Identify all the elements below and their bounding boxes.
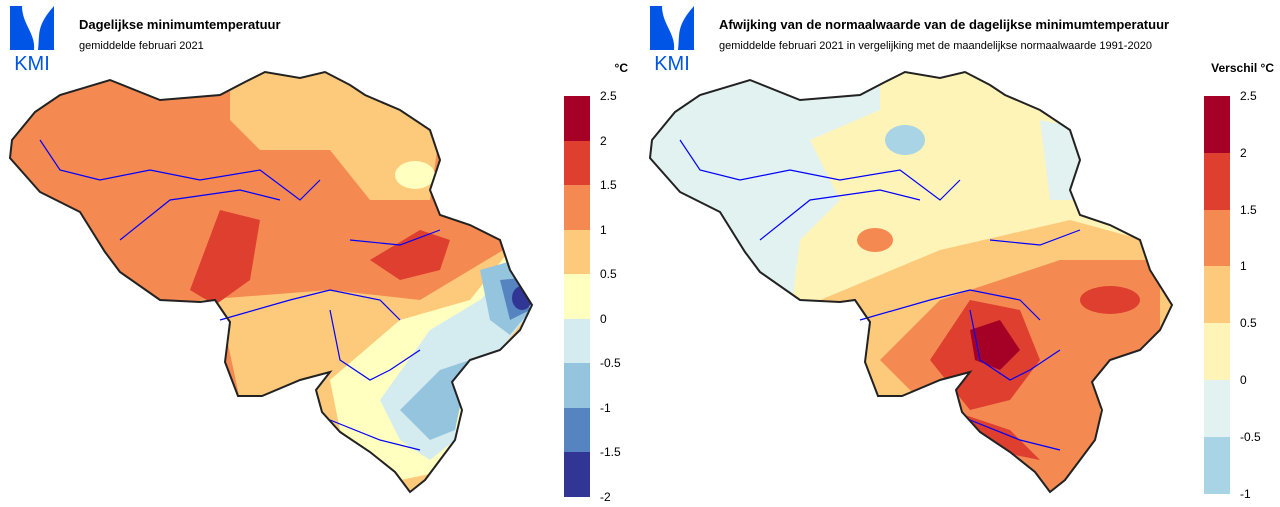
map-subtitle: gemiddelde februari 2021 in vergelijking… [719,40,1152,52]
legend-label: -2 [600,489,611,504]
legend-label: -1 [1240,486,1251,501]
legend-label: 2.5 [600,89,617,103]
legend-swatch [564,363,590,408]
anomaly-map [649,71,1173,493]
kmi-logo: KMI [10,6,54,72]
legend-swatch [564,185,590,230]
legend-label: -0.5 [600,356,621,370]
legend-label: 2 [1240,145,1247,160]
legend-label: 0 [600,311,607,326]
legend-label: 2 [600,133,607,148]
right-map-panel: KMI Afwijking van de normaalwaarde van d… [640,0,1280,507]
legend-label: 0.5 [1240,316,1257,331]
legend-label: -1 [600,400,611,415]
kmi-logo: KMI [650,6,694,72]
color-legend: 2.5 2 1.5 1 0.5 0 -0.5 -1 -1.5 -2 [564,89,621,504]
legend-label: 0 [1240,373,1247,387]
legend-swatch [1204,323,1230,380]
legend-swatch [1204,436,1230,494]
legend-swatch [564,229,590,274]
temperature-map [9,71,533,493]
svg-text:KMI: KMI [14,53,50,72]
map-title: Afwijking van de normaalwaarde van de da… [719,17,1170,32]
svg-text:KMI: KMI [654,53,690,72]
legend-label: 0.5 [600,267,617,281]
left-map-panel: KMI Dagelijkse minimumtemperatuur gemidd… [9,6,628,504]
legend-label: 1.5 [1240,202,1257,217]
legend-label: -0.5 [1240,429,1261,444]
map-title: Dagelijkse minimumtemperatuur [79,17,281,32]
legend-swatch [564,274,590,319]
legend-swatch [1204,266,1230,324]
legend-swatch [564,452,590,497]
map-subtitle: gemiddelde februari 2021 [79,40,204,52]
legend-swatch [1204,209,1230,267]
legend-label: 2.5 [1240,89,1257,103]
legend-label: 1 [1240,259,1247,274]
legend-swatch [564,140,590,185]
legend-label: 1 [600,222,607,237]
legend-label: 1.5 [600,178,617,192]
legend-swatch [564,318,590,363]
legend-unit: Verschil °C [1211,61,1274,75]
legend-swatch [1204,379,1230,437]
legend-swatch [1204,96,1230,153]
legend-swatch [1204,152,1230,210]
legend-swatch [564,96,590,141]
legend-label: -1.5 [600,445,621,459]
legend-unit: °C [614,61,628,75]
color-legend: 2.5 2 1.5 1 0.5 0 -0.5 -1 [1204,89,1261,501]
legend-swatch [564,407,590,452]
